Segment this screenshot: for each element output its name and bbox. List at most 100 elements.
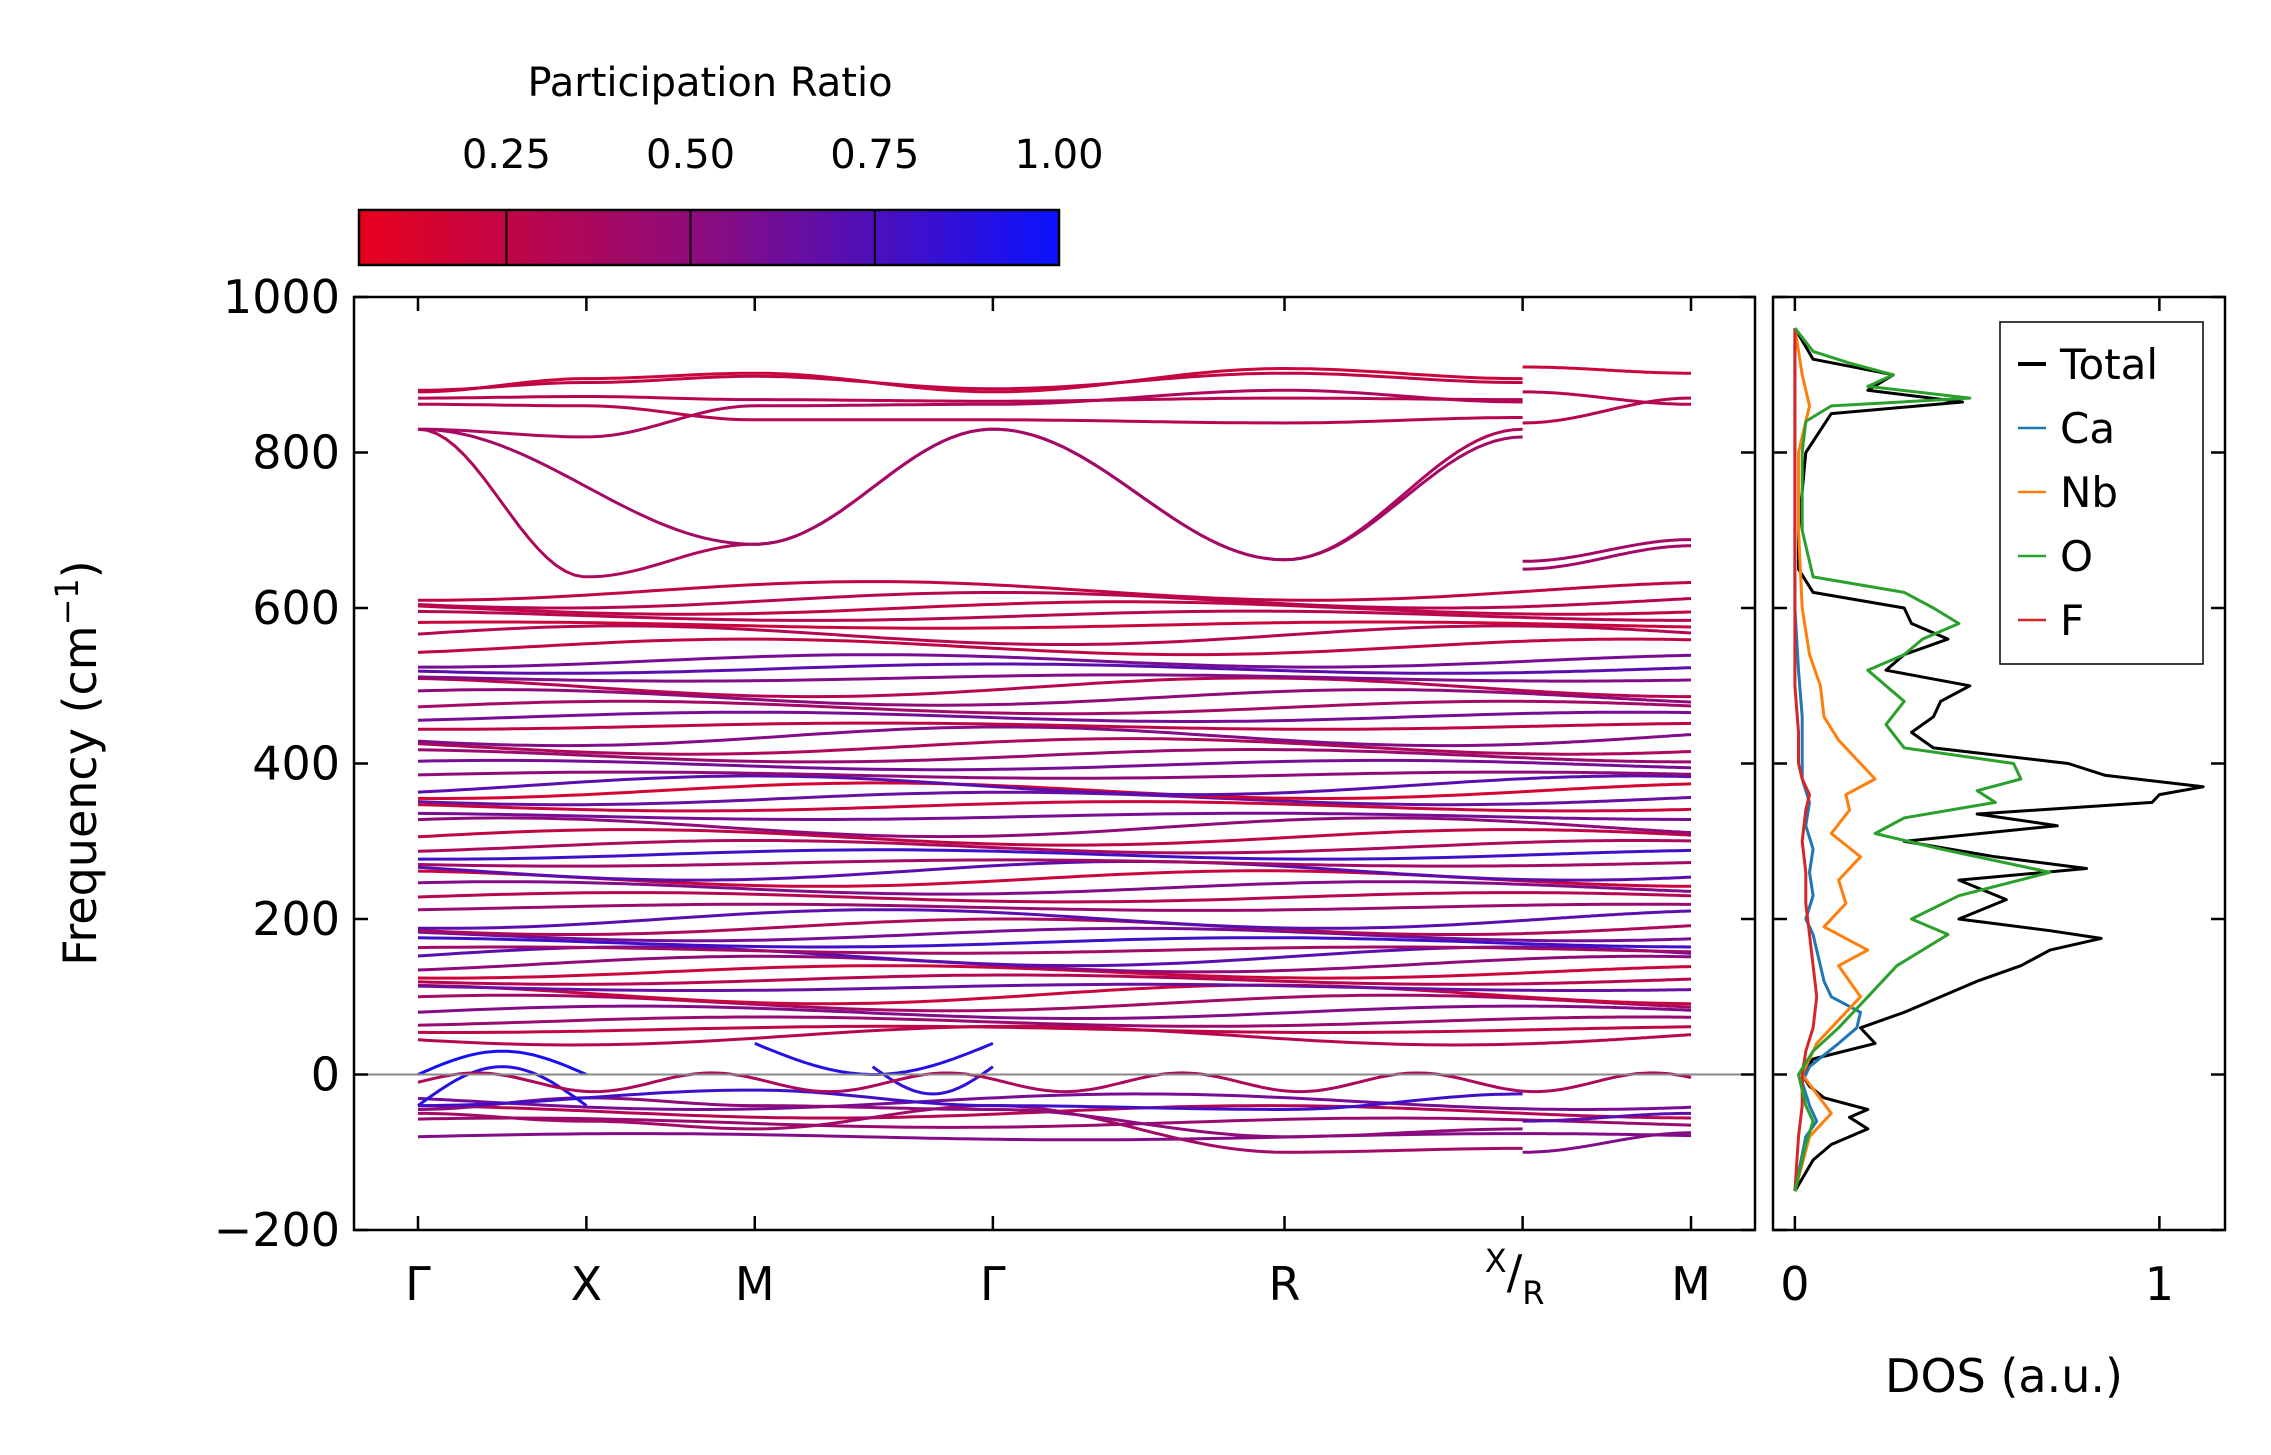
phonon-band: [417, 902, 1691, 912]
k-point-label: Γ: [980, 1257, 1006, 1311]
phonon-band: [417, 964, 1691, 980]
soft-mode-band: [754, 1042, 994, 1076]
phonon-band: [417, 637, 1691, 657]
phonon-band: [417, 828, 1692, 847]
k-point-label: M: [1671, 1257, 1711, 1311]
band-y-axis-ticks: −200 0 200 400 600 800 1000: [214, 270, 1755, 1257]
phonon-band: [417, 1015, 1691, 1028]
phonon-band: [417, 993, 1692, 1013]
phonon-band: [417, 620, 1691, 630]
phonon-band: [1522, 544, 1691, 571]
phonon-band: [417, 983, 1691, 1006]
band-y-axis-title: Frequency (cm−1): [48, 560, 107, 965]
phonon-band: [417, 1132, 1691, 1142]
phonon-band: [1522, 365, 1691, 375]
y-axis-title-close: ): [53, 560, 107, 578]
dos-x-tick-label: 1: [2145, 1257, 2174, 1311]
k-point-label: X/R: [1485, 1242, 1545, 1312]
phonon-band: [417, 427, 1523, 562]
phonon-band: [417, 774, 1692, 797]
y-axis-title-main: Frequency (cm: [53, 625, 107, 965]
phonon-band: [417, 816, 1692, 839]
phonon-band: [417, 600, 1692, 616]
dos-series-nb: [1793, 327, 1877, 1192]
band-y-tick-label: 800: [252, 426, 340, 480]
k-point-label: M: [735, 1257, 775, 1311]
phonon-band: [1522, 1111, 1691, 1123]
k-point-label-bottom: R: [1522, 1274, 1544, 1312]
band-y-tick-label: 1000: [223, 270, 340, 324]
phonon-band: [417, 917, 1692, 936]
phonon-band: [417, 973, 1691, 986]
phonon-band: [417, 858, 1692, 868]
phonon-band: [418, 721, 1691, 731]
phonon-band: [417, 770, 1691, 780]
colorbar: Participation Ratio 0.25 0.50 0.75 1.00: [357, 60, 1104, 267]
phonon-band: [417, 908, 1691, 930]
legend-label-total: Total: [2059, 340, 2158, 389]
phonon-band: [417, 758, 1691, 772]
dos-series-o: [1793, 327, 2052, 1192]
phonon-band: [417, 609, 1691, 622]
k-point-label: R: [1269, 1257, 1301, 1311]
phonon-band: [1522, 390, 1691, 406]
dos-x-axis-title: DOS (a.u.): [1885, 1349, 2123, 1403]
phonon-band: [417, 748, 1691, 764]
phonon-band: [417, 945, 1691, 955]
legend-label-f: F: [2060, 596, 2084, 645]
legend-label-ca: Ca: [2060, 404, 2115, 453]
legend-label-o: O: [2060, 532, 2093, 581]
band-lines: [417, 365, 1692, 1154]
phonon-band: [1522, 396, 1691, 425]
phonon-band: [417, 737, 1692, 756]
band-y-tick-label: 200: [252, 892, 340, 946]
soft-mode-band: [417, 1049, 587, 1076]
phonon-band: [417, 699, 1692, 716]
phonon-band: [418, 848, 1691, 861]
phonon-band: [417, 880, 1692, 896]
phonon-band: [417, 371, 1523, 392]
phonon-band: [417, 790, 1692, 807]
phonon-band: [417, 982, 1691, 992]
phonon-band: [417, 1092, 1691, 1111]
k-point-label: X: [571, 1257, 603, 1311]
band-k-point-ticks: Γ X M Γ R X/R M: [405, 297, 1711, 1312]
phonon-band: [417, 676, 1691, 699]
phonon-band: [418, 1104, 1523, 1154]
phonon-band: [418, 580, 1691, 602]
phonon-band: [417, 936, 1691, 949]
phonon-band: [418, 395, 1523, 403]
phonon-band: [417, 688, 1692, 707]
dos-lines: [1793, 327, 2205, 1192]
legend-label-nb: Nb: [2060, 468, 2118, 517]
phonon-band: [418, 653, 1692, 669]
y-axis-title-superscript: −1: [48, 578, 86, 625]
phonon-band: [417, 710, 1691, 723]
band-y-tick-label: 600: [252, 581, 340, 635]
phonon-band: [417, 725, 1692, 748]
band-y-tick-label: 0: [311, 1048, 340, 1102]
colorbar-tick-label: 0.25: [462, 132, 551, 178]
colorbar-tick-label: 0.75: [830, 132, 919, 178]
colorbar-ticks: 0.25 0.50 0.75 1.00: [462, 132, 1104, 265]
dos-x-tick-label: 0: [1780, 1257, 1809, 1311]
dos-y-axis-ticks: [1773, 295, 2225, 1232]
colorbar-tick-label: 1.00: [1014, 132, 1103, 178]
colorbar-label: Participation Ratio: [527, 60, 892, 106]
k-point-label-slash: /: [1507, 1245, 1523, 1299]
colorbar-tick-label: 0.50: [646, 132, 735, 178]
phonon-band: [417, 427, 1523, 579]
phonon-band: [417, 624, 1692, 646]
colorbar-gradient: [357, 208, 1061, 267]
phonon-band: [418, 402, 1523, 425]
dos-legend: Total Ca Nb OF: [1999, 321, 2204, 665]
phonon-band: [417, 1071, 1692, 1094]
k-point-label-top: X: [1485, 1242, 1507, 1280]
phonon-band: [417, 591, 1692, 610]
phonon-band: [1522, 1131, 1691, 1154]
phonon-band: [417, 662, 1692, 675]
